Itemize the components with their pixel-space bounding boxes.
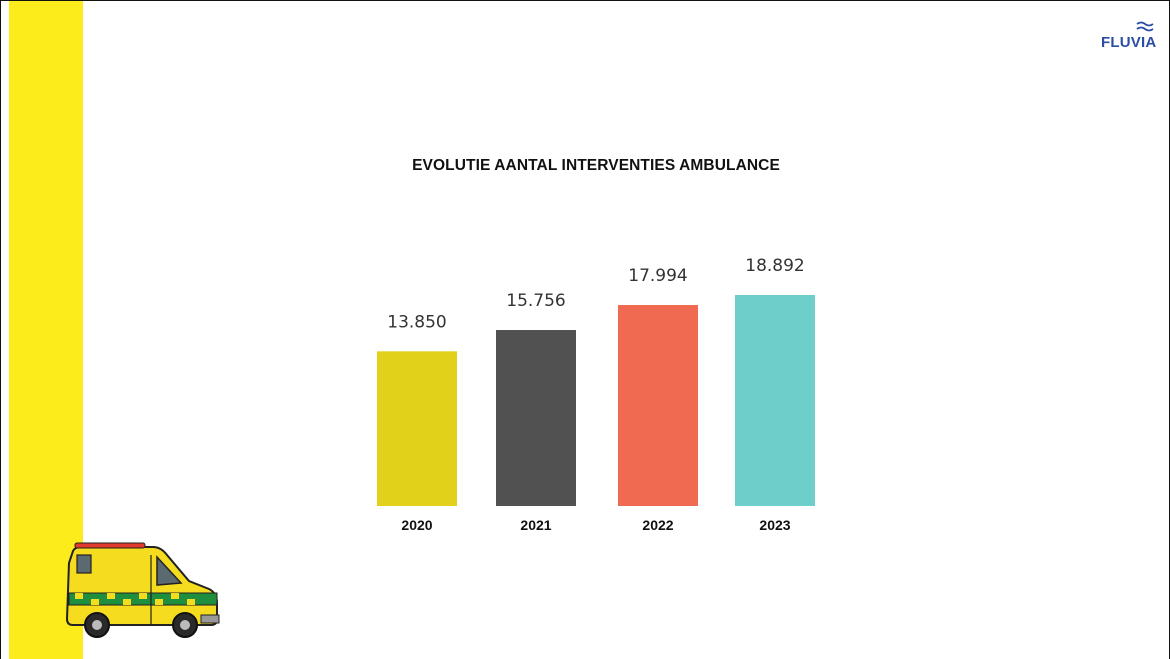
- yellow-side-band: [9, 1, 83, 659]
- bar-value-label-2021: 15.756: [506, 291, 565, 311]
- bar-value-label-2023: 18.892: [745, 256, 804, 276]
- category-label-2021: 2021: [520, 517, 551, 533]
- bar-2022: [618, 305, 698, 506]
- ambulance-icon: [65, 542, 220, 638]
- bar-2021: [496, 330, 576, 506]
- bar-2023: [735, 295, 815, 506]
- category-label-2023: 2023: [759, 517, 790, 533]
- fluvia-logo: FLUVIA: [1097, 19, 1157, 61]
- bar-2020: [377, 351, 457, 506]
- chart-title: EVOLUTIE AANTAL INTERVENTIES AMBULANCE: [412, 157, 780, 174]
- category-label-2020: 2020: [401, 517, 432, 533]
- bar-value-label-2020: 13.850: [387, 312, 446, 332]
- logo-text: FLUVIA: [1101, 34, 1157, 51]
- waves-icon: [1136, 21, 1154, 32]
- bar-value-label-2022: 17.994: [628, 266, 687, 286]
- category-label-2022: 2022: [642, 517, 673, 533]
